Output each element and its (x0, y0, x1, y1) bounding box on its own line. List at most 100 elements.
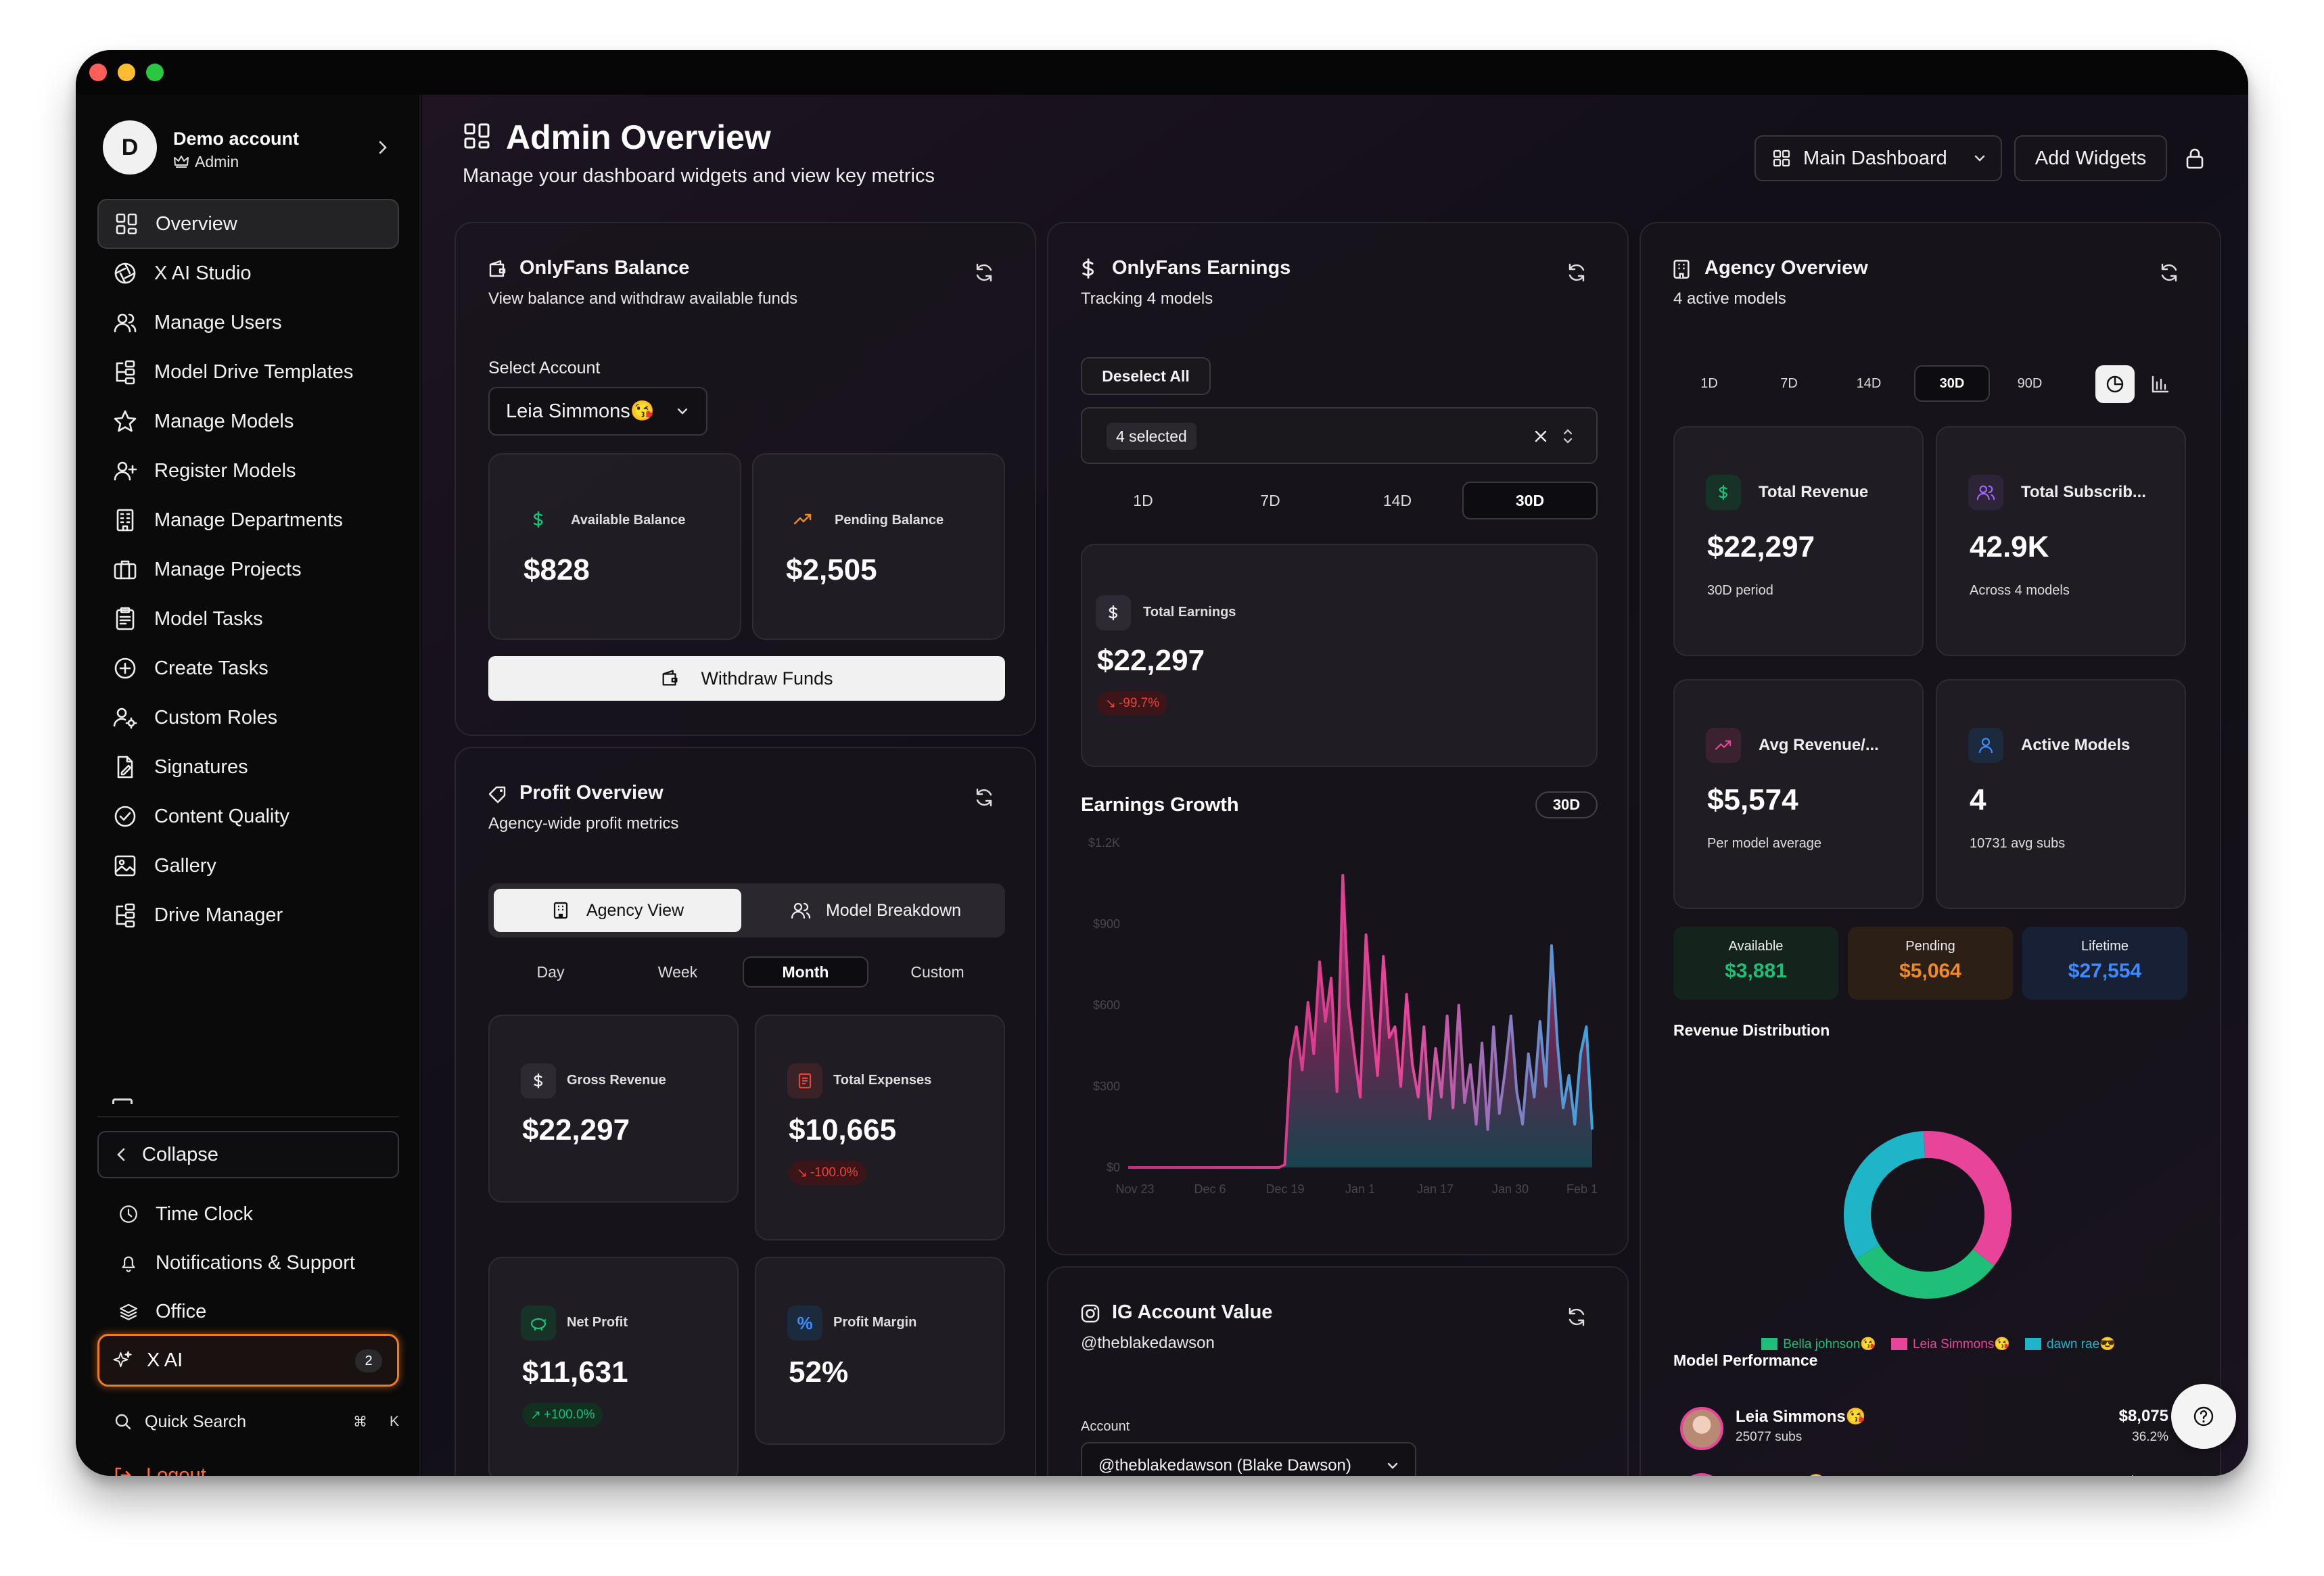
sidebar-item-signatures[interactable]: Signatures (97, 742, 399, 792)
legend-swatch (2024, 1338, 2041, 1350)
sidebar-item-manage-projects[interactable]: Manage Projects (97, 544, 399, 595)
account-select[interactable]: Leia Simmons😘 (488, 387, 707, 436)
logout-button[interactable]: Logout (112, 1458, 206, 1476)
sidebar-item-gallery[interactable]: Gallery (97, 841, 399, 891)
collapse-button[interactable]: Collapse (97, 1131, 399, 1178)
earnings-change-badge: ↘ -99.7% (1097, 691, 1168, 716)
instagram-icon (1081, 1304, 1100, 1323)
clock-icon (120, 1205, 137, 1223)
select-account-label: Select Account (488, 358, 601, 377)
period-30d[interactable]: 30D (1462, 482, 1598, 519)
maximize-window-button[interactable] (146, 64, 164, 81)
period-7d[interactable]: 7D (1260, 491, 1280, 509)
avg-revenue-tile: Avg Revenue/... $5,574 Per model average (1673, 679, 1924, 909)
refresh-icon[interactable] (1565, 261, 1588, 284)
available-summary-value: $3,881 (1725, 960, 1787, 982)
model-multiselect[interactable]: 4 selected (1081, 407, 1598, 464)
selected-count-chip: 4 selected (1107, 423, 1196, 450)
total-revenue-tile: Total Revenue $22,297 30D period (1673, 426, 1924, 656)
users-icon (114, 313, 137, 333)
onlyfans-earnings-card: OnlyFans Earnings Tracking 4 models Dese… (1047, 222, 1629, 1255)
period-month[interactable]: Month (743, 956, 868, 988)
sidebar-item-clipped[interactable] (112, 1098, 133, 1104)
donut-slice[interactable] (1844, 1131, 1926, 1259)
agency-title: Agency Overview (1704, 257, 1868, 279)
period-14d[interactable]: 14D (1382, 491, 1412, 509)
crown-icon (174, 156, 189, 168)
sidebar-item-label: X AI Studio (154, 262, 252, 284)
minimize-window-button[interactable] (118, 64, 135, 81)
lifetime-summary-value: $27,554 (2068, 960, 2142, 982)
account-switcher[interactable]: D Demo account Admin (103, 115, 400, 180)
agency-period-7d[interactable]: 7D (1780, 375, 1798, 391)
dashboard-select[interactable]: Main Dashboard (1754, 135, 2002, 181)
sidebar-item-label: Content Quality (154, 805, 289, 827)
refresh-icon[interactable] (973, 786, 996, 809)
gross-revenue-label: Gross Revenue (567, 1073, 666, 1088)
time-clock-item[interactable]: Time Clock (103, 1189, 404, 1239)
donut-slice[interactable] (1923, 1131, 2012, 1266)
tab-model-breakdown[interactable]: Model Breakdown (751, 889, 1001, 932)
close-window-button[interactable] (89, 64, 107, 81)
sidebar-item-manage-models[interactable]: Manage Models (97, 396, 399, 446)
model-performance-row[interactable]: Leia Simmons😘 25077 subs $8,075 36.2% (1648, 1400, 2189, 1458)
pie-view-toggle[interactable] (2095, 365, 2135, 403)
agency-period-14d[interactable]: 14D (1856, 375, 1882, 391)
sidebar-item-model-tasks[interactable]: Model Tasks (97, 594, 399, 644)
sidebar-item-label: Model Tasks (154, 607, 263, 630)
legend-label: Bella johnson😘 (1783, 1337, 1876, 1351)
notifications-support-item[interactable]: Notifications & Support (103, 1238, 404, 1288)
receipt-icon (787, 1063, 822, 1098)
sidebar-item-custom-roles[interactable]: Custom Roles (97, 693, 399, 743)
sidebar-item-label: Register Models (154, 459, 296, 482)
avatar (1680, 1473, 1723, 1476)
sidebar-item-model-drive-templates[interactable]: Model Drive Templates (97, 347, 399, 397)
agency-period-90d[interactable]: 90D (2017, 375, 2043, 391)
x-ai-item[interactable]: X AI 2 (97, 1334, 399, 1387)
total-revenue-sub: 30D period (1707, 583, 1773, 598)
bar-view-toggle[interactable] (2140, 365, 2179, 403)
sidebar-item-drive-manager[interactable]: Drive Manager (97, 890, 399, 940)
growth-period-badge[interactable]: 30D (1535, 791, 1598, 818)
bar-chart-icon (2152, 375, 2169, 393)
collapse-label: Collapse (142, 1143, 218, 1165)
lock-icon[interactable] (2183, 146, 2206, 170)
tab-agency-view[interactable]: Agency View (494, 889, 741, 932)
period-day[interactable]: Day (536, 963, 565, 981)
deselect-all-button[interactable]: Deselect All (1081, 357, 1211, 395)
sidebar-item-register-models[interactable]: Register Models (97, 446, 399, 496)
sidebar-item-label: Gallery (154, 854, 216, 877)
earnings-change-value: -99.7% (1118, 696, 1160, 710)
period-custom[interactable]: Custom (910, 963, 965, 981)
x-tick-label: Jan 17 (1417, 1182, 1454, 1196)
sidebar-item-manage-users[interactable]: Manage Users (97, 298, 399, 348)
refresh-icon[interactable] (2158, 261, 2181, 284)
sidebar-item-manage-departments[interactable]: Manage Departments (97, 495, 399, 545)
donut-slice[interactable] (1856, 1244, 1995, 1299)
close-icon[interactable] (1533, 428, 1549, 444)
sidebar-item-overview[interactable]: Overview (97, 199, 399, 249)
period-week[interactable]: Week (657, 963, 698, 981)
account-role: Admin (195, 153, 239, 170)
ig-account-select[interactable]: @theblakedawson (Blake Dawson) (1081, 1442, 1416, 1476)
model-name: dawn rae😎 (1736, 1473, 1826, 1476)
sidebar-item-x-ai-studio[interactable]: X AI Studio (97, 248, 399, 298)
refresh-icon[interactable] (973, 261, 996, 284)
sidebar-item-create-tasks[interactable]: Create Tasks (97, 643, 399, 693)
sidebar-item-content-quality[interactable]: Content Quality (97, 791, 399, 841)
period-1d[interactable]: 1D (1133, 491, 1153, 509)
tab-model-breakdown-label: Model Breakdown (825, 900, 962, 920)
agency-period-30d[interactable]: 30D (1914, 365, 1990, 402)
time-clock-label: Time Clock (156, 1203, 253, 1225)
quick-search-item[interactable]: Quick Search ⌘ K (103, 1401, 399, 1442)
help-button[interactable] (2171, 1384, 2236, 1449)
agency-period-1d[interactable]: 1D (1700, 375, 1718, 391)
refresh-icon[interactable] (1565, 1305, 1588, 1328)
sidebar-item-label: Signatures (154, 756, 248, 778)
percent-icon: % (787, 1305, 822, 1341)
add-widgets-button[interactable]: Add Widgets (2014, 135, 2167, 181)
office-item[interactable]: Office (103, 1287, 404, 1337)
withdraw-funds-button[interactable]: Withdraw Funds (488, 656, 1005, 701)
model-performance-row[interactable]: dawn rae😎5616 subs$7,3633.0% (1648, 1466, 2189, 1476)
user-icon (1968, 728, 2003, 763)
